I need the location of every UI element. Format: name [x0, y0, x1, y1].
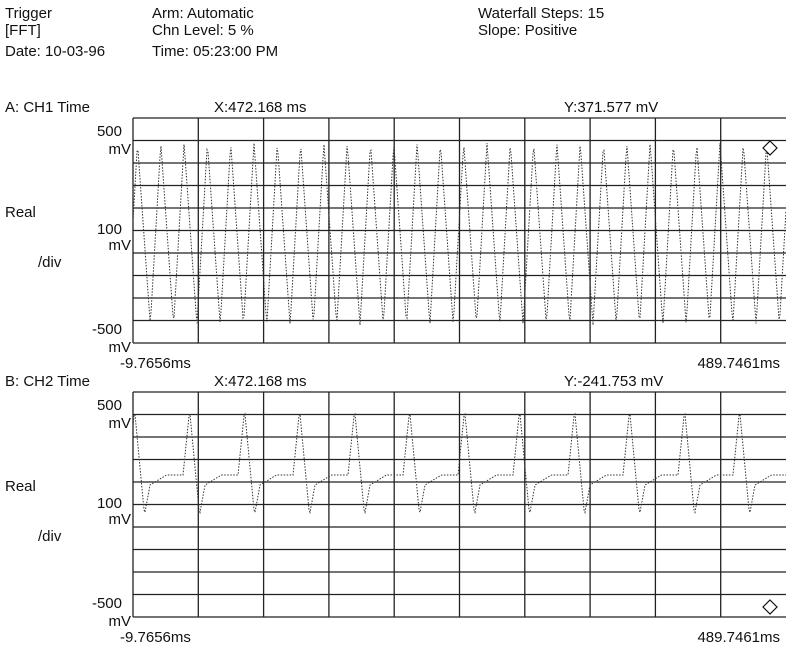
header-text: Time: 05:23:00 PM: [152, 43, 278, 60]
y-label: mV: [109, 237, 132, 254]
header-text: [FFT]: [5, 22, 41, 39]
x-label: 489.7461ms: [697, 629, 780, 646]
panel-title: B: CH2 Time: [5, 373, 90, 390]
y-label: mV: [109, 511, 132, 528]
cursor-marker: [762, 599, 778, 615]
y-readout: Y:-241.753 mV: [564, 373, 663, 390]
y-label: -500: [92, 321, 122, 338]
y-label: 500: [97, 123, 122, 140]
y-label: mV: [109, 613, 132, 630]
header-text: Slope: Positive: [478, 22, 577, 39]
x-label: -9.7656ms: [120, 629, 191, 646]
x-label: 489.7461ms: [697, 355, 780, 372]
y-readout: Y:371.577 mV: [564, 99, 658, 116]
x-label: -9.7656ms: [120, 355, 191, 372]
header-text: Arm: Automatic: [152, 5, 254, 22]
y-label: -500: [92, 595, 122, 612]
panel-title: A: CH1 Time: [5, 99, 90, 116]
x-readout: X:472.168 ms: [214, 99, 307, 116]
y-label: 500: [97, 397, 122, 414]
mode-label: Real: [5, 204, 36, 221]
x-readout: X:472.168 ms: [214, 373, 307, 390]
mode-label: Real: [5, 478, 36, 495]
y-label: 100: [97, 495, 122, 512]
header-text: Trigger: [5, 5, 52, 22]
y-label: mV: [109, 415, 132, 432]
y-label: mV: [109, 339, 132, 356]
y-label: /div: [38, 528, 62, 545]
header-text: Waterfall Steps: 15: [478, 5, 604, 22]
trace: [132, 412, 786, 515]
y-label: mV: [109, 141, 132, 158]
y-label: /div: [38, 254, 62, 271]
cursor-marker: [762, 140, 778, 156]
header-text: Chn Level: 5 %: [152, 22, 254, 39]
header-text: Date: 10-03-96: [5, 43, 105, 60]
trace: [132, 143, 786, 326]
y-label: 100: [97, 221, 122, 238]
